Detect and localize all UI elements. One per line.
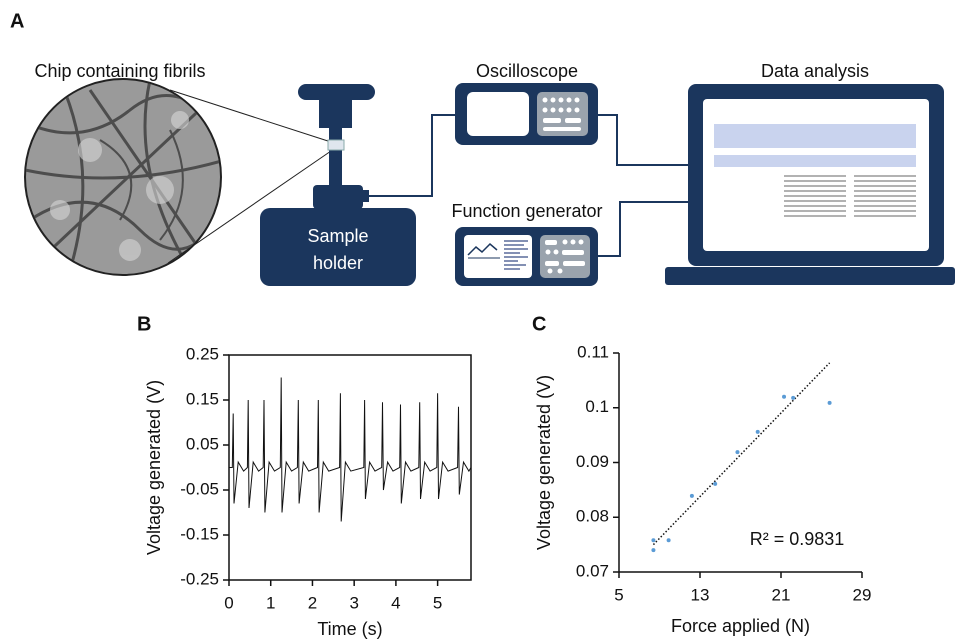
data-point bbox=[690, 494, 694, 498]
oscilloscope bbox=[455, 83, 598, 145]
x-axis-label: Time (s) bbox=[317, 619, 382, 639]
y-tick-label: -0.25 bbox=[180, 569, 219, 588]
panel-label: B bbox=[137, 313, 151, 335]
data-point bbox=[713, 482, 717, 486]
y-tick-label: 0.11 bbox=[577, 342, 609, 361]
y-tick-label: 0.05 bbox=[186, 434, 219, 453]
x-tick-label: 21 bbox=[772, 585, 791, 604]
y-axis-label: Voltage generated (V) bbox=[144, 380, 164, 555]
panel-label: A bbox=[10, 10, 24, 32]
x-tick-label: 5 bbox=[433, 593, 442, 612]
chip-label: Chip containing fibrils bbox=[34, 61, 205, 81]
y-tick-label: 0.08 bbox=[576, 507, 609, 526]
data-point bbox=[782, 395, 786, 399]
signal-line bbox=[229, 378, 471, 522]
x-tick-label: 29 bbox=[853, 585, 872, 604]
data-point bbox=[735, 450, 739, 454]
x-axis-label: Force applied (N) bbox=[671, 616, 810, 636]
oscilloscope-label: Oscilloscope bbox=[476, 61, 578, 81]
x-tick-label: 3 bbox=[349, 593, 358, 612]
data-point bbox=[651, 548, 655, 552]
y-tick-label: 0.07 bbox=[576, 561, 609, 580]
data-analysis-label: Data analysis bbox=[761, 61, 869, 81]
y-axis-label: Voltage generated (V) bbox=[534, 375, 554, 550]
y-tick-label: 0.09 bbox=[576, 452, 609, 471]
x-tick-label: 2 bbox=[308, 593, 317, 612]
data-point bbox=[651, 538, 655, 542]
trendline bbox=[653, 363, 829, 545]
x-tick-label: 13 bbox=[691, 585, 710, 604]
sample-holder-label: Sample bbox=[307, 226, 368, 246]
data-point bbox=[756, 430, 760, 434]
annotation: R² = 0.9831 bbox=[750, 529, 845, 549]
data-point bbox=[828, 401, 832, 405]
figure: A Chip containing fibrils Oscilloscope F… bbox=[0, 0, 955, 641]
data-point bbox=[667, 538, 671, 542]
y-tick-label: 0.25 bbox=[186, 344, 219, 363]
sample-holder-label: holder bbox=[313, 253, 363, 273]
data-point bbox=[791, 396, 795, 400]
chip bbox=[328, 140, 344, 150]
plot-frame bbox=[229, 355, 471, 580]
y-tick-label: -0.05 bbox=[180, 479, 219, 498]
laptop bbox=[665, 84, 955, 285]
function-generator-label: Function generator bbox=[451, 201, 602, 221]
panel-label: C bbox=[532, 313, 546, 335]
x-tick-label: 0 bbox=[224, 593, 233, 612]
x-tick-label: 4 bbox=[391, 593, 400, 612]
x-tick-label: 5 bbox=[614, 585, 623, 604]
function-generator bbox=[455, 227, 598, 286]
y-tick-label: 0.1 bbox=[585, 397, 609, 416]
fibril-image bbox=[20, 79, 230, 275]
y-tick-label: -0.15 bbox=[180, 524, 219, 543]
y-tick-label: 0.15 bbox=[186, 389, 219, 408]
x-tick-label: 1 bbox=[266, 593, 275, 612]
